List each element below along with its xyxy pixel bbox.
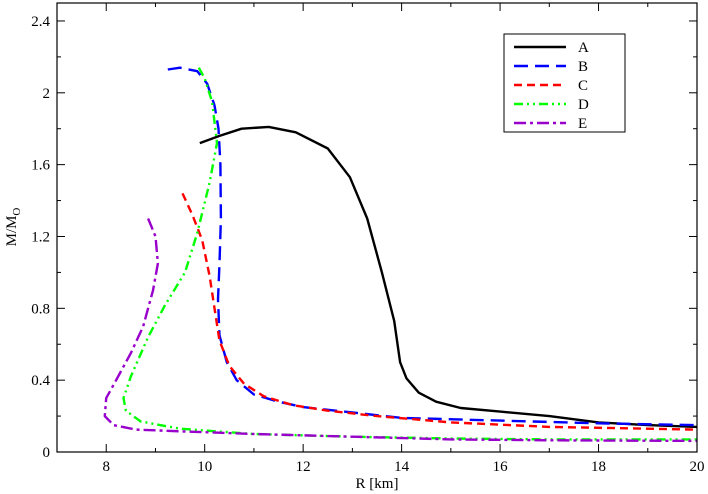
x-tick-label: 14: [394, 459, 410, 475]
legend-label-e: E: [578, 116, 587, 132]
y-tick-label: 1.6: [31, 158, 50, 174]
legend-label-c: C: [578, 78, 588, 94]
y-tick-label: 0.8: [31, 301, 50, 317]
y-tick-label: 1.2: [31, 229, 50, 245]
y-tick-label: 0: [43, 445, 51, 461]
y-tick-label: 0.4: [31, 373, 50, 389]
tick-label-layer: 8 10 12 14 16 18 20 0 0.4 0.8 1.2 1.6 2 2.4: [31, 14, 704, 475]
x-tick-label: 10: [197, 459, 212, 475]
x-tick-label: 16: [493, 459, 509, 475]
y-tick-label: 2: [43, 86, 51, 102]
series-layer: [103, 66, 698, 443]
x-tick-label: 8: [102, 459, 110, 475]
series-line-e: [103, 218, 698, 443]
legend-label-a: A: [578, 40, 589, 56]
x-axis-label: R [km]: [356, 476, 399, 492]
y-tick-label: 2.4: [31, 14, 50, 30]
y-axis-label: M/MO: [4, 208, 23, 247]
legend-box: [503, 33, 626, 133]
y-axis-label-subscript: O: [11, 208, 23, 216]
series-line-a: [199, 125, 698, 429]
x-tick-label: 20: [690, 459, 705, 475]
series-line-c: [181, 192, 698, 431]
legend-label-b: B: [578, 59, 588, 75]
y-axis-label-main: M/M: [4, 216, 20, 247]
tick-layer: [57, 3, 698, 453]
legend-label-d: D: [578, 97, 589, 113]
x-tick-label: 12: [296, 459, 311, 475]
x-tick-label: 18: [591, 459, 606, 475]
plot-frame: [56, 2, 698, 453]
